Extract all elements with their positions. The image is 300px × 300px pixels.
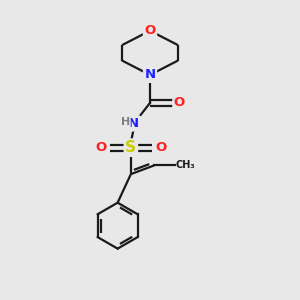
Text: O: O [95, 141, 106, 154]
Text: H: H [121, 117, 130, 127]
Text: O: O [144, 24, 156, 37]
Text: S: S [125, 140, 136, 155]
Text: CH₃: CH₃ [176, 160, 195, 170]
Text: O: O [155, 141, 167, 154]
Text: N: N [128, 117, 140, 130]
Text: O: O [174, 96, 185, 110]
Text: N: N [144, 68, 156, 81]
